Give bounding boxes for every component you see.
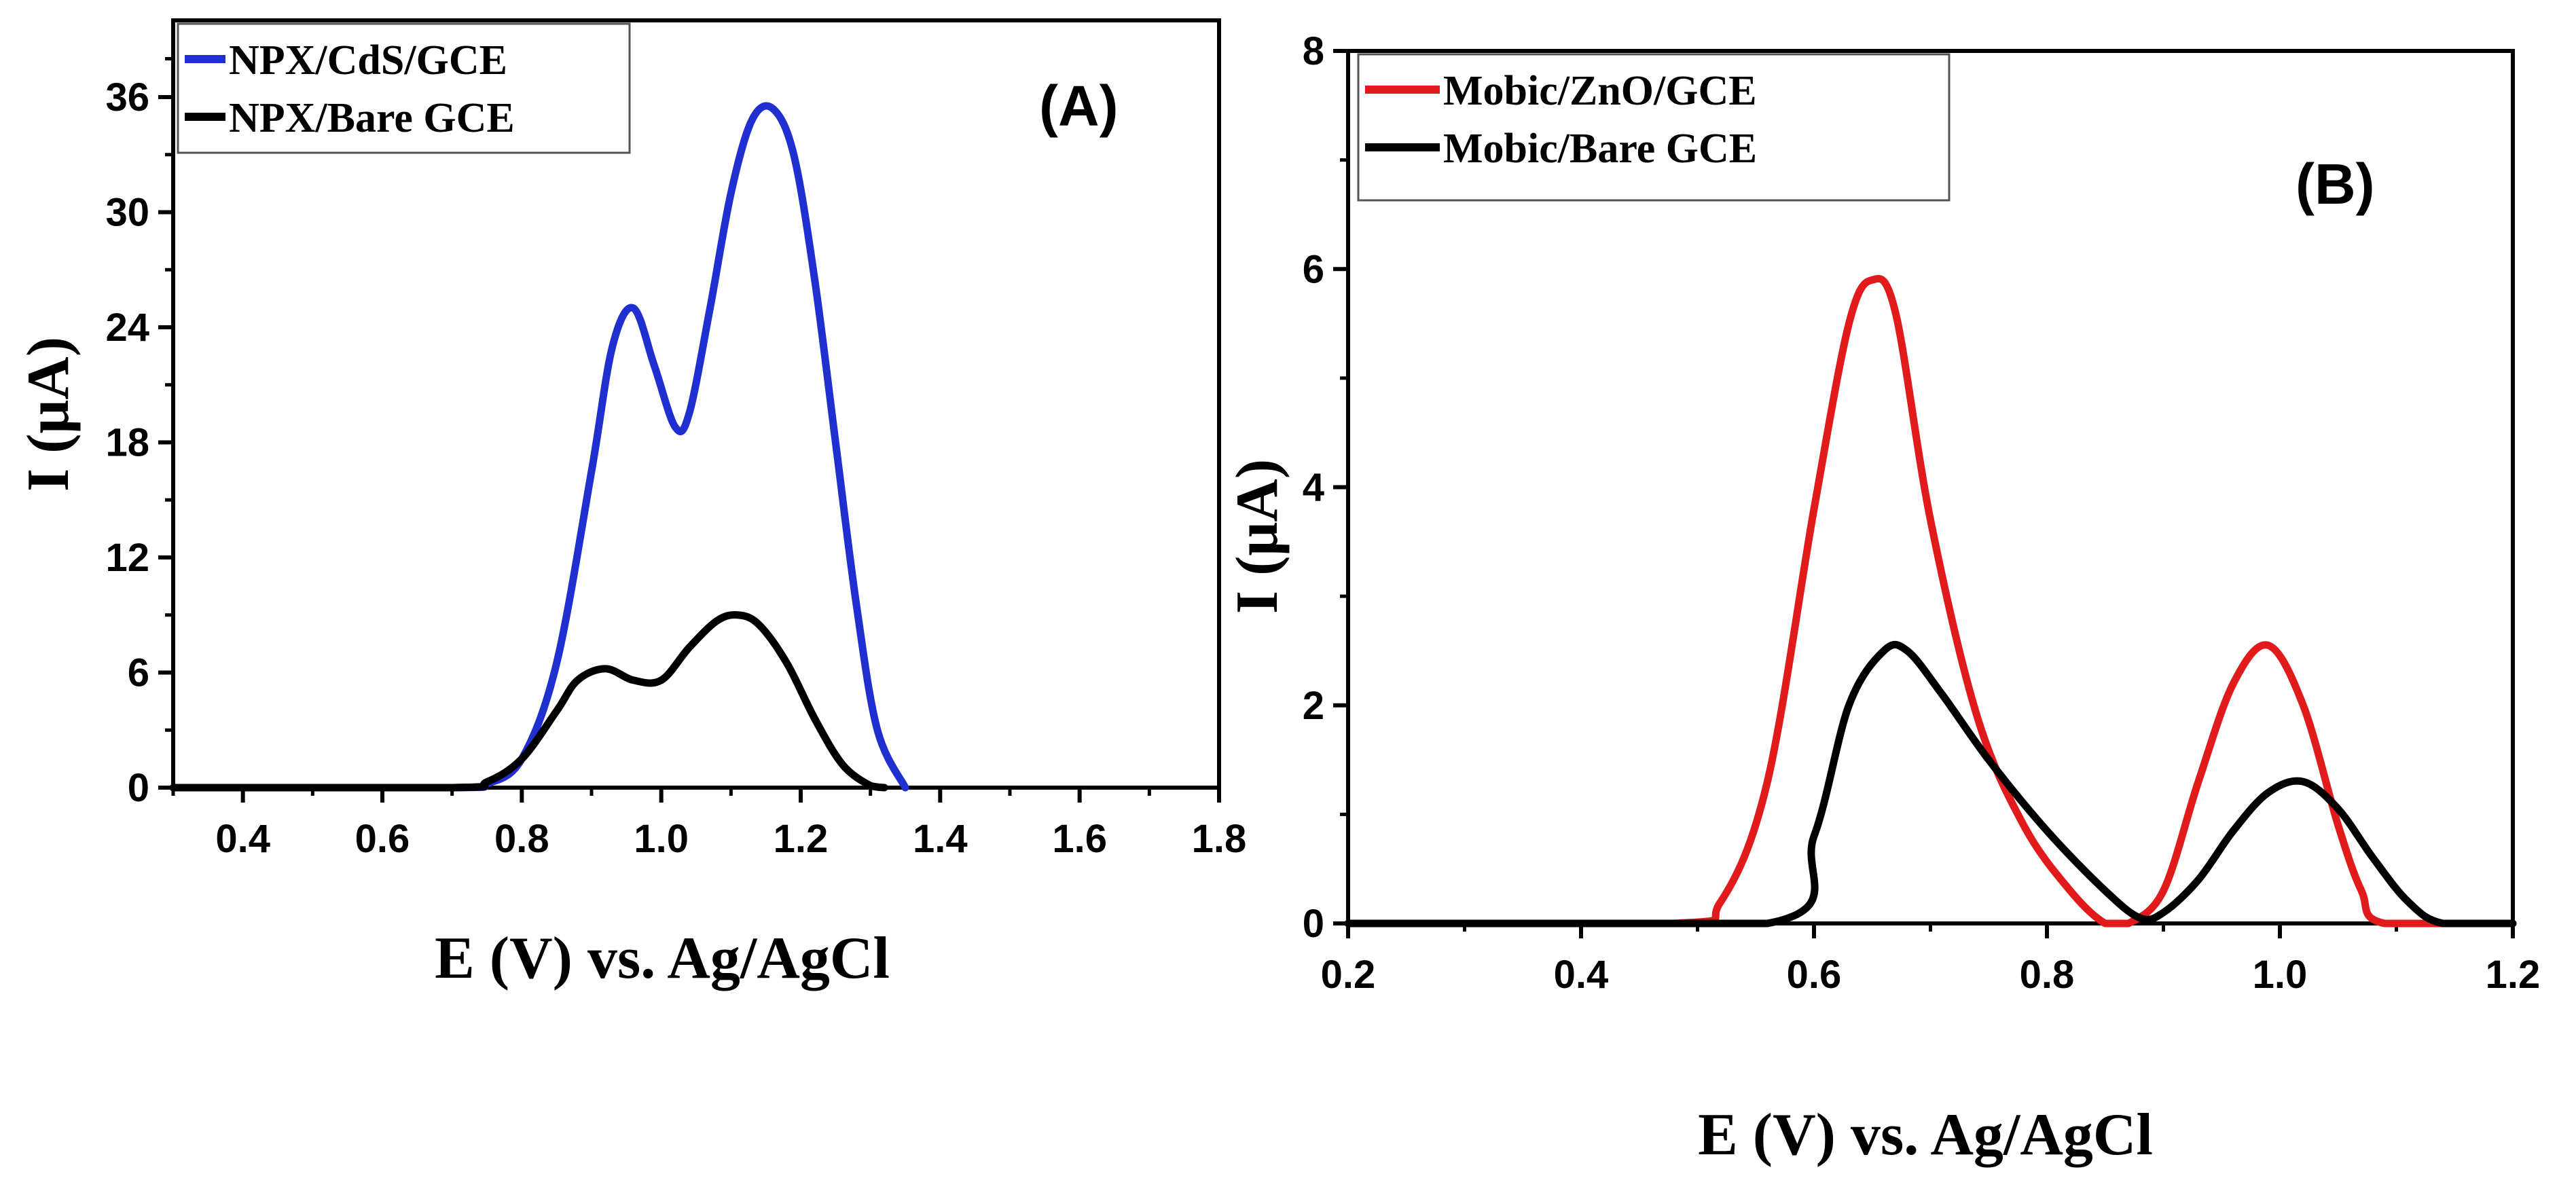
y-tick-label: 8 (1303, 29, 1324, 73)
x-tick-label: 1.2 (774, 817, 829, 861)
panel-a-y-axis-title: I (μA) (16, 337, 81, 492)
panel-a-plot-frame (171, 18, 1221, 790)
series-line-1 (1344, 640, 2517, 928)
panel-a-x-axis-title: E (V) vs. Ag/AgCl (435, 925, 890, 991)
x-tick-label: 0.4 (215, 817, 270, 861)
panel-b-ticks: 0.2 0.4 0.6 0.8 1.0 1.2 0 2 4 6 8 (1303, 29, 2541, 997)
x-tick-label: 0.6 (1787, 953, 1842, 997)
x-tick-label: 1.0 (2253, 953, 2308, 997)
x-tick-label: 0.8 (494, 817, 549, 861)
y-tick-label: 24 (105, 306, 149, 350)
x-tick-label: 0.8 (2020, 953, 2075, 997)
panel-b-chart: 0.2 0.4 0.6 0.8 1.0 1.2 0 2 4 6 8 (B) Mobic/ZnO/GC… (1224, 29, 2540, 1168)
panel-b-x-axis-title: E (V) vs. Ag/AgCl (1698, 1102, 2153, 1168)
x-tick-label: 1.6 (1052, 817, 1107, 861)
panel-b-legend-box (1357, 53, 1951, 202)
y-tick-label: 30 (105, 191, 149, 235)
series-line-0 (1344, 274, 2517, 928)
x-tick-label: 1.2 (2486, 953, 2541, 997)
y-tick-label: 4 (1303, 466, 1324, 510)
panel-b-y-axis-title: I (μA) (1224, 459, 1290, 614)
x-tick-label: 0.4 (1554, 953, 1609, 997)
panel-a-legend: NPX/CdS/GCE NPX/Bare GCE (177, 22, 631, 154)
panel-b-label: (B) (2296, 152, 2375, 216)
legend-label-npx-cds: NPX/CdS/GCE (229, 37, 507, 84)
x-tick-label: 1.4 (913, 817, 968, 861)
x-tick-label: 1.8 (1192, 817, 1247, 861)
panel-b-series (1344, 274, 2517, 928)
y-tick-label: 12 (105, 536, 149, 580)
y-tick-label: 36 (105, 75, 149, 120)
legend-label-mobic-bare: Mobic/Bare GCE (1443, 126, 1757, 172)
y-tick-label: 18 (105, 421, 149, 465)
x-tick-label: 1.0 (634, 817, 689, 861)
x-tick-label: 0.2 (1321, 953, 1376, 997)
panel-b-legend: Mobic/ZnO/GCE Mobic/Bare GCE (1357, 53, 1951, 202)
legend-label-mobic-zno: Mobic/ZnO/GCE (1443, 68, 1757, 114)
legend-label-npx-bare: NPX/Bare GCE (229, 95, 515, 141)
y-tick-label: 6 (128, 651, 149, 695)
series-line-1 (169, 611, 888, 792)
panel-a-ticks: 0.4 0.6 0.8 1.0 1.2 1.4 1.6 1.8 0 6 12 18 24 30 36 (105, 57, 1247, 861)
y-tick-label: 0 (1303, 902, 1324, 946)
panel-a-chart: 0.4 0.6 0.8 1.0 1.2 1.4 1.6 1.8 0 6 12 18 24 30 36 (A)… (16, 18, 1247, 991)
y-tick-label: 6 (1303, 247, 1324, 291)
panel-a-label: (A) (1039, 74, 1119, 138)
panel-a-series (169, 102, 909, 792)
y-tick-label: 0 (128, 766, 149, 810)
y-tick-label: 2 (1303, 684, 1324, 728)
x-tick-label: 0.6 (355, 817, 410, 861)
panel-a-legend-box (177, 22, 631, 154)
